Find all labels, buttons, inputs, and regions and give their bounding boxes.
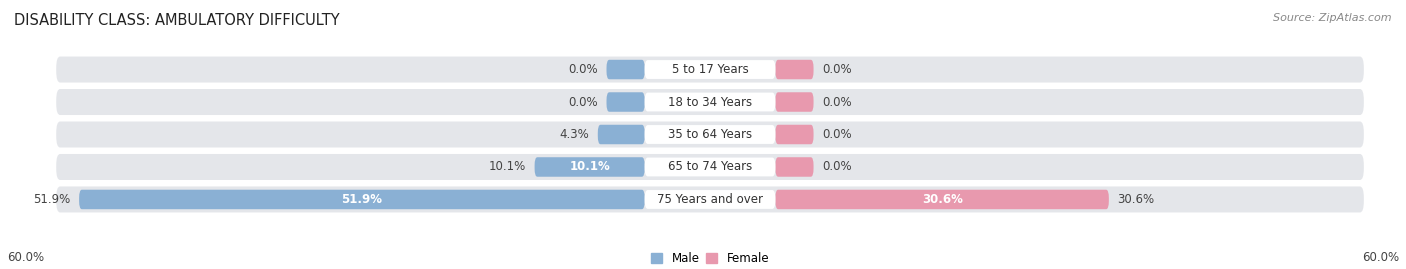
FancyBboxPatch shape: [79, 190, 644, 209]
FancyBboxPatch shape: [644, 158, 776, 176]
FancyBboxPatch shape: [776, 157, 814, 177]
Text: 35 to 64 Years: 35 to 64 Years: [668, 128, 752, 141]
Text: 18 to 34 Years: 18 to 34 Years: [668, 95, 752, 108]
Text: 0.0%: 0.0%: [823, 128, 852, 141]
Text: 0.0%: 0.0%: [823, 161, 852, 174]
FancyBboxPatch shape: [56, 186, 1364, 213]
FancyBboxPatch shape: [56, 154, 1364, 180]
FancyBboxPatch shape: [534, 157, 644, 177]
Text: 30.6%: 30.6%: [1118, 193, 1154, 206]
FancyBboxPatch shape: [56, 89, 1364, 115]
Text: 51.9%: 51.9%: [34, 193, 70, 206]
Text: DISABILITY CLASS: AMBULATORY DIFFICULTY: DISABILITY CLASS: AMBULATORY DIFFICULTY: [14, 13, 340, 29]
Text: 4.3%: 4.3%: [560, 128, 589, 141]
Text: 60.0%: 60.0%: [1362, 251, 1399, 264]
Text: 65 to 74 Years: 65 to 74 Years: [668, 161, 752, 174]
FancyBboxPatch shape: [644, 60, 776, 79]
Text: 10.1%: 10.1%: [569, 161, 610, 174]
Text: Source: ZipAtlas.com: Source: ZipAtlas.com: [1274, 13, 1392, 23]
Text: 0.0%: 0.0%: [823, 95, 852, 108]
Legend: Male, Female: Male, Female: [645, 247, 775, 269]
FancyBboxPatch shape: [56, 56, 1364, 83]
FancyBboxPatch shape: [56, 122, 1364, 147]
FancyBboxPatch shape: [776, 125, 814, 144]
FancyBboxPatch shape: [644, 125, 776, 144]
FancyBboxPatch shape: [606, 60, 644, 79]
Text: 51.9%: 51.9%: [342, 193, 382, 206]
FancyBboxPatch shape: [598, 125, 644, 144]
Text: 10.1%: 10.1%: [489, 161, 526, 174]
FancyBboxPatch shape: [644, 93, 776, 111]
Text: 75 Years and over: 75 Years and over: [657, 193, 763, 206]
Text: 30.6%: 30.6%: [922, 193, 963, 206]
Text: 0.0%: 0.0%: [568, 63, 598, 76]
Text: 60.0%: 60.0%: [7, 251, 44, 264]
FancyBboxPatch shape: [776, 190, 1109, 209]
Text: 0.0%: 0.0%: [568, 95, 598, 108]
FancyBboxPatch shape: [606, 92, 644, 112]
FancyBboxPatch shape: [776, 60, 814, 79]
FancyBboxPatch shape: [776, 92, 814, 112]
Text: 0.0%: 0.0%: [823, 63, 852, 76]
FancyBboxPatch shape: [644, 190, 776, 209]
Text: 5 to 17 Years: 5 to 17 Years: [672, 63, 748, 76]
